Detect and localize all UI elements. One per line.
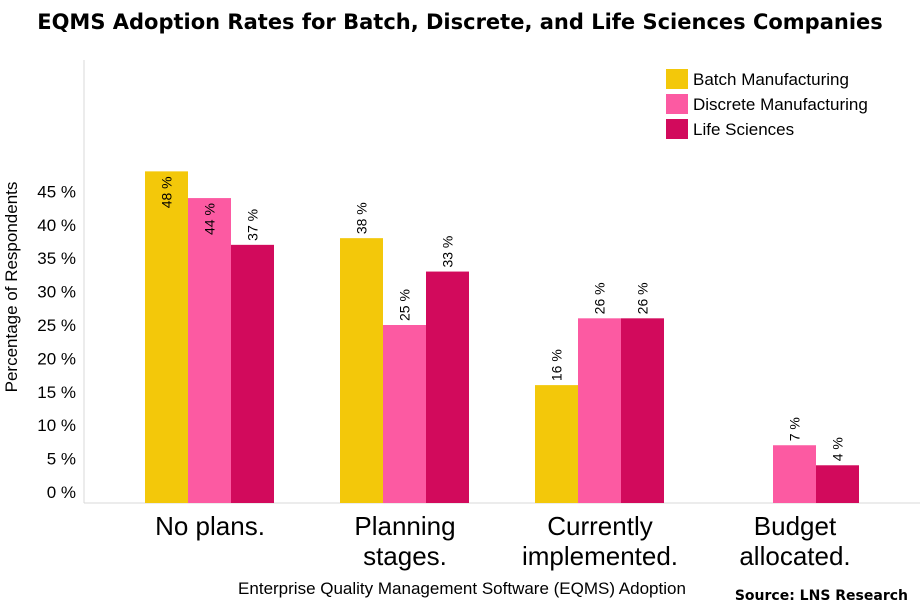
bar-life-sciences <box>231 244 274 503</box>
y-tick-label: 30 % <box>37 283 76 302</box>
bar-series-group <box>145 171 859 504</box>
category-label: Currently <box>547 511 652 541</box>
y-tick-label: 45 % <box>37 182 76 201</box>
legend-label: Discrete Manufacturing <box>693 95 868 114</box>
data-label: 7 % <box>787 417 803 441</box>
source-note: Source: LNS Research <box>735 588 908 604</box>
legend-swatch <box>666 119 688 139</box>
data-label: 33 % <box>440 236 456 268</box>
data-label: 48 % <box>159 176 175 208</box>
y-tick-label: 40 % <box>37 216 76 235</box>
category-label: No plans. <box>155 511 265 541</box>
data-label: 44 % <box>202 203 218 235</box>
bar-discrete-manufacturing <box>773 445 816 503</box>
y-tick-label: 5 % <box>47 450 76 469</box>
y-tick-label: 10 % <box>37 416 76 435</box>
category-label: implemented. <box>522 541 678 571</box>
category-label: stages. <box>363 541 447 571</box>
y-axis-label: Percentage of Respondents <box>2 182 21 393</box>
bar-life-sciences <box>621 318 664 503</box>
chart-title: EQMS Adoption Rates for Batch, Discrete,… <box>37 10 883 34</box>
data-label: 26 % <box>635 282 651 314</box>
y-tick-label: 25 % <box>37 316 76 335</box>
y-tick-label: 0 % <box>47 483 76 502</box>
legend-label: Life Sciences <box>693 120 794 139</box>
bar-discrete-manufacturing <box>383 325 426 503</box>
data-label: 26 % <box>592 282 608 314</box>
y-tick-labels: 0 % 5 % 10 % 15 % 20 % 25 % 30 % 35 % 40 % 45 % <box>37 182 76 502</box>
legend-label: Batch Manufacturing <box>693 70 849 89</box>
data-label: 37 % <box>245 209 261 241</box>
legend: Batch Manufacturing Discrete Manufacturin… <box>666 69 868 139</box>
bar-discrete-manufacturing <box>578 318 621 503</box>
y-tick-label: 20 % <box>37 349 76 368</box>
category-label: Budget <box>754 511 837 541</box>
bar-batch-manufacturing <box>340 238 383 503</box>
category-label: Planning <box>354 511 455 541</box>
y-tick-label: 35 % <box>37 249 76 268</box>
data-label: 38 % <box>354 202 370 234</box>
data-label: 4 % <box>830 437 846 461</box>
bar-batch-manufacturing <box>145 171 188 504</box>
bar-batch-manufacturing <box>535 385 578 503</box>
bar-life-sciences <box>816 465 859 503</box>
bar-discrete-manufacturing <box>188 198 231 503</box>
category-label: allocated. <box>739 541 850 571</box>
legend-swatch <box>666 69 688 89</box>
bar-life-sciences <box>426 271 469 503</box>
data-label: 25 % <box>397 289 413 321</box>
legend-swatch <box>666 94 688 114</box>
y-tick-label: 15 % <box>37 383 76 402</box>
data-labels-group: 48 % 38 % 16 % 44 % 25 % 26 % 7 % 37 % 33 % 26 % 4… <box>159 176 846 461</box>
data-label: 16 % <box>549 349 565 381</box>
x-axis-label: Enterprise Quality Management Software (… <box>238 579 686 598</box>
